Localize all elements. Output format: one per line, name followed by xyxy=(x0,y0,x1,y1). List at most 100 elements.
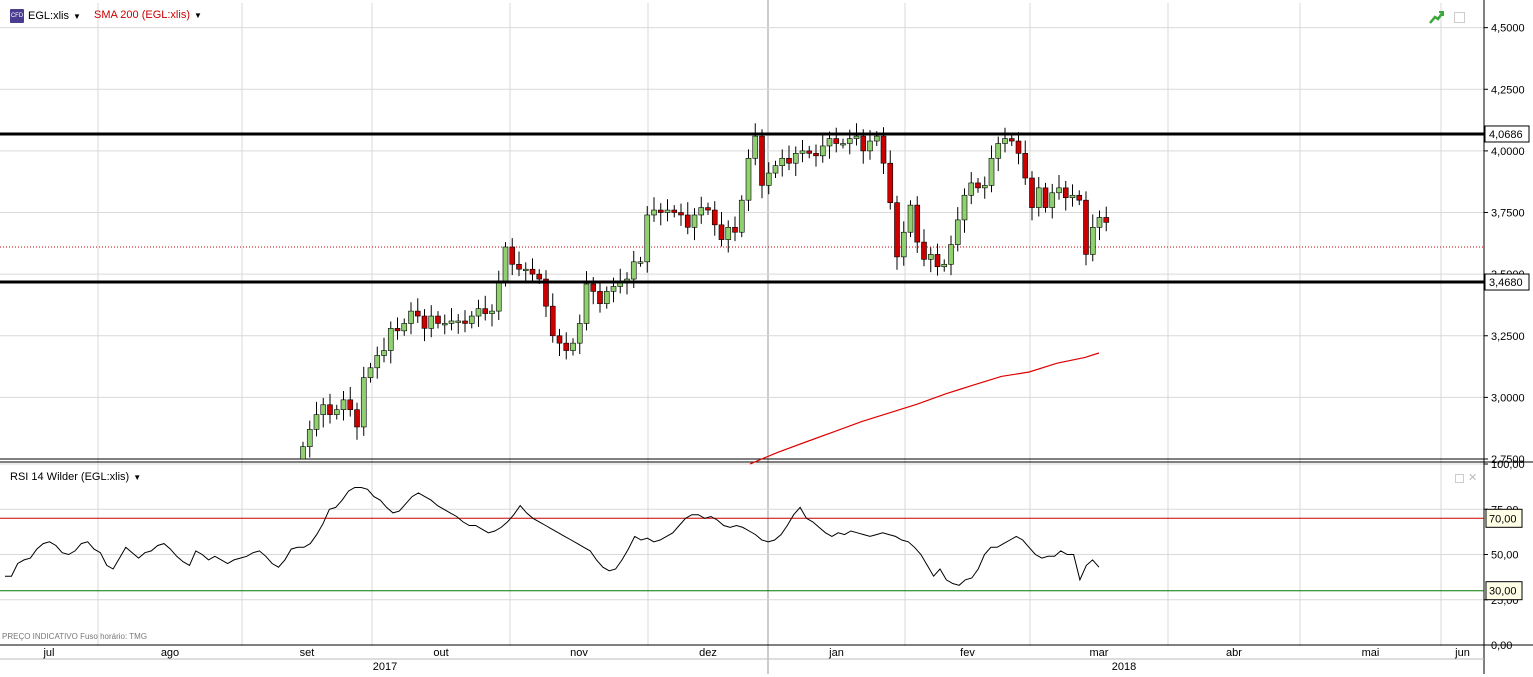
rsi-level-label: 70,00 xyxy=(1489,513,1517,525)
x-month-label: jun xyxy=(1454,647,1470,659)
candle-down xyxy=(597,291,603,305)
candle-down xyxy=(860,135,867,152)
candle-down xyxy=(1103,217,1110,223)
candle-down xyxy=(894,202,900,258)
candle-down xyxy=(718,224,725,240)
candle-down xyxy=(421,315,428,329)
price-level-tag xyxy=(1484,273,1530,291)
candle-down xyxy=(394,328,401,332)
maximize-icon[interactable] xyxy=(1454,12,1465,23)
x-month-label: nov xyxy=(570,647,588,659)
candle-up xyxy=(948,244,954,265)
y-tick-label: 4,5000 xyxy=(1491,23,1525,35)
y-tick-label: 4,0000 xyxy=(1491,146,1525,158)
rsi-level-tag xyxy=(1485,508,1523,528)
candle-up xyxy=(610,286,617,292)
candle-up xyxy=(664,209,671,213)
candle-up xyxy=(374,355,381,369)
candle-down xyxy=(462,320,468,324)
x-month-label: mar xyxy=(1090,647,1109,659)
candle-down xyxy=(786,157,792,164)
rsi-line xyxy=(5,487,1100,586)
candle-down xyxy=(1015,140,1022,154)
candle-up xyxy=(846,138,853,144)
candle-up xyxy=(1049,192,1056,208)
candle-up xyxy=(468,315,475,324)
candle-up xyxy=(367,367,374,378)
candle-up xyxy=(779,157,786,166)
candle-up xyxy=(772,165,779,174)
candle-up xyxy=(1002,138,1008,144)
candle-down xyxy=(887,162,894,203)
candle-up xyxy=(455,320,462,323)
price-level-label: 3,4680 xyxy=(1489,277,1523,289)
x-month-label: jul xyxy=(42,647,54,659)
candle-up xyxy=(725,227,732,240)
candle-down xyxy=(516,263,522,270)
y-tick-label: 3,7500 xyxy=(1491,208,1525,220)
candle-down xyxy=(1008,138,1015,142)
y-tick-label: 3,2500 xyxy=(1491,331,1525,343)
symbol-label: EGL:xlis xyxy=(28,10,69,22)
candle-up xyxy=(448,320,455,324)
rsi-tick-label: 0,00 xyxy=(1491,640,1512,652)
y-tick-label: 3,0000 xyxy=(1491,392,1525,404)
candle-up xyxy=(995,143,1002,159)
sma-200-line xyxy=(749,352,1100,465)
candle-down xyxy=(671,209,678,213)
candle-down xyxy=(347,399,354,411)
candle-up xyxy=(981,185,988,189)
candle-up xyxy=(576,323,583,344)
candle-down xyxy=(536,273,543,280)
rsi-level-tag xyxy=(1485,581,1523,601)
candle-down xyxy=(354,409,360,428)
symbol-selector[interactable]: CFD EGL:xlis ▼ xyxy=(10,9,81,23)
candle-up xyxy=(765,172,772,186)
candle-up xyxy=(630,261,637,280)
candle-up xyxy=(961,194,968,221)
candle-down xyxy=(414,310,421,317)
candle-up xyxy=(698,207,705,216)
candle-up xyxy=(954,219,961,245)
candle-up xyxy=(927,254,934,260)
candle-down xyxy=(1029,177,1035,208)
candle-down xyxy=(1076,194,1083,201)
candle-down xyxy=(563,342,570,351)
candle-up xyxy=(651,209,657,216)
close-icon[interactable]: ✕ xyxy=(1468,472,1478,484)
candle-down xyxy=(556,335,563,344)
candle-up xyxy=(387,328,394,351)
candle-down xyxy=(678,212,684,216)
candle-up xyxy=(441,323,448,326)
x-month-label: dez xyxy=(699,647,717,659)
rsi-indicator-selector[interactable]: RSI 14 Wilder (EGL:xlis) ▼ xyxy=(10,471,141,483)
candle-down xyxy=(590,283,597,292)
candle-down xyxy=(1022,153,1029,179)
candle-down xyxy=(833,138,840,144)
candle-up xyxy=(502,246,509,282)
candle-down xyxy=(529,268,536,275)
chevron-down-icon: ▼ xyxy=(72,11,81,21)
candle-down xyxy=(711,209,718,226)
candle-up xyxy=(522,268,529,272)
maximize-icon[interactable] xyxy=(1455,474,1464,483)
rsi-indicator-label: RSI 14 Wilder (EGL:xlis) xyxy=(10,471,130,483)
candle-up xyxy=(570,342,576,351)
candle-down xyxy=(934,254,941,268)
candle-down xyxy=(549,305,556,337)
candle-up xyxy=(988,157,995,186)
sma-indicator-selector[interactable]: SMA 200 (EGL:xlis) ▼ xyxy=(94,9,202,21)
candle-up xyxy=(691,214,698,228)
trend-icon[interactable] xyxy=(1429,10,1445,24)
candle-up xyxy=(401,323,408,332)
candle-up xyxy=(907,204,914,233)
candle-down xyxy=(327,404,333,415)
rsi-level-label: 30,00 xyxy=(1489,586,1517,598)
x-month-label: abr xyxy=(1226,647,1242,659)
candle-up xyxy=(360,377,367,428)
candle-down xyxy=(1083,199,1089,255)
candle-down xyxy=(732,227,738,233)
candle-up xyxy=(1096,217,1103,228)
chevron-down-icon: ▼ xyxy=(193,10,202,20)
